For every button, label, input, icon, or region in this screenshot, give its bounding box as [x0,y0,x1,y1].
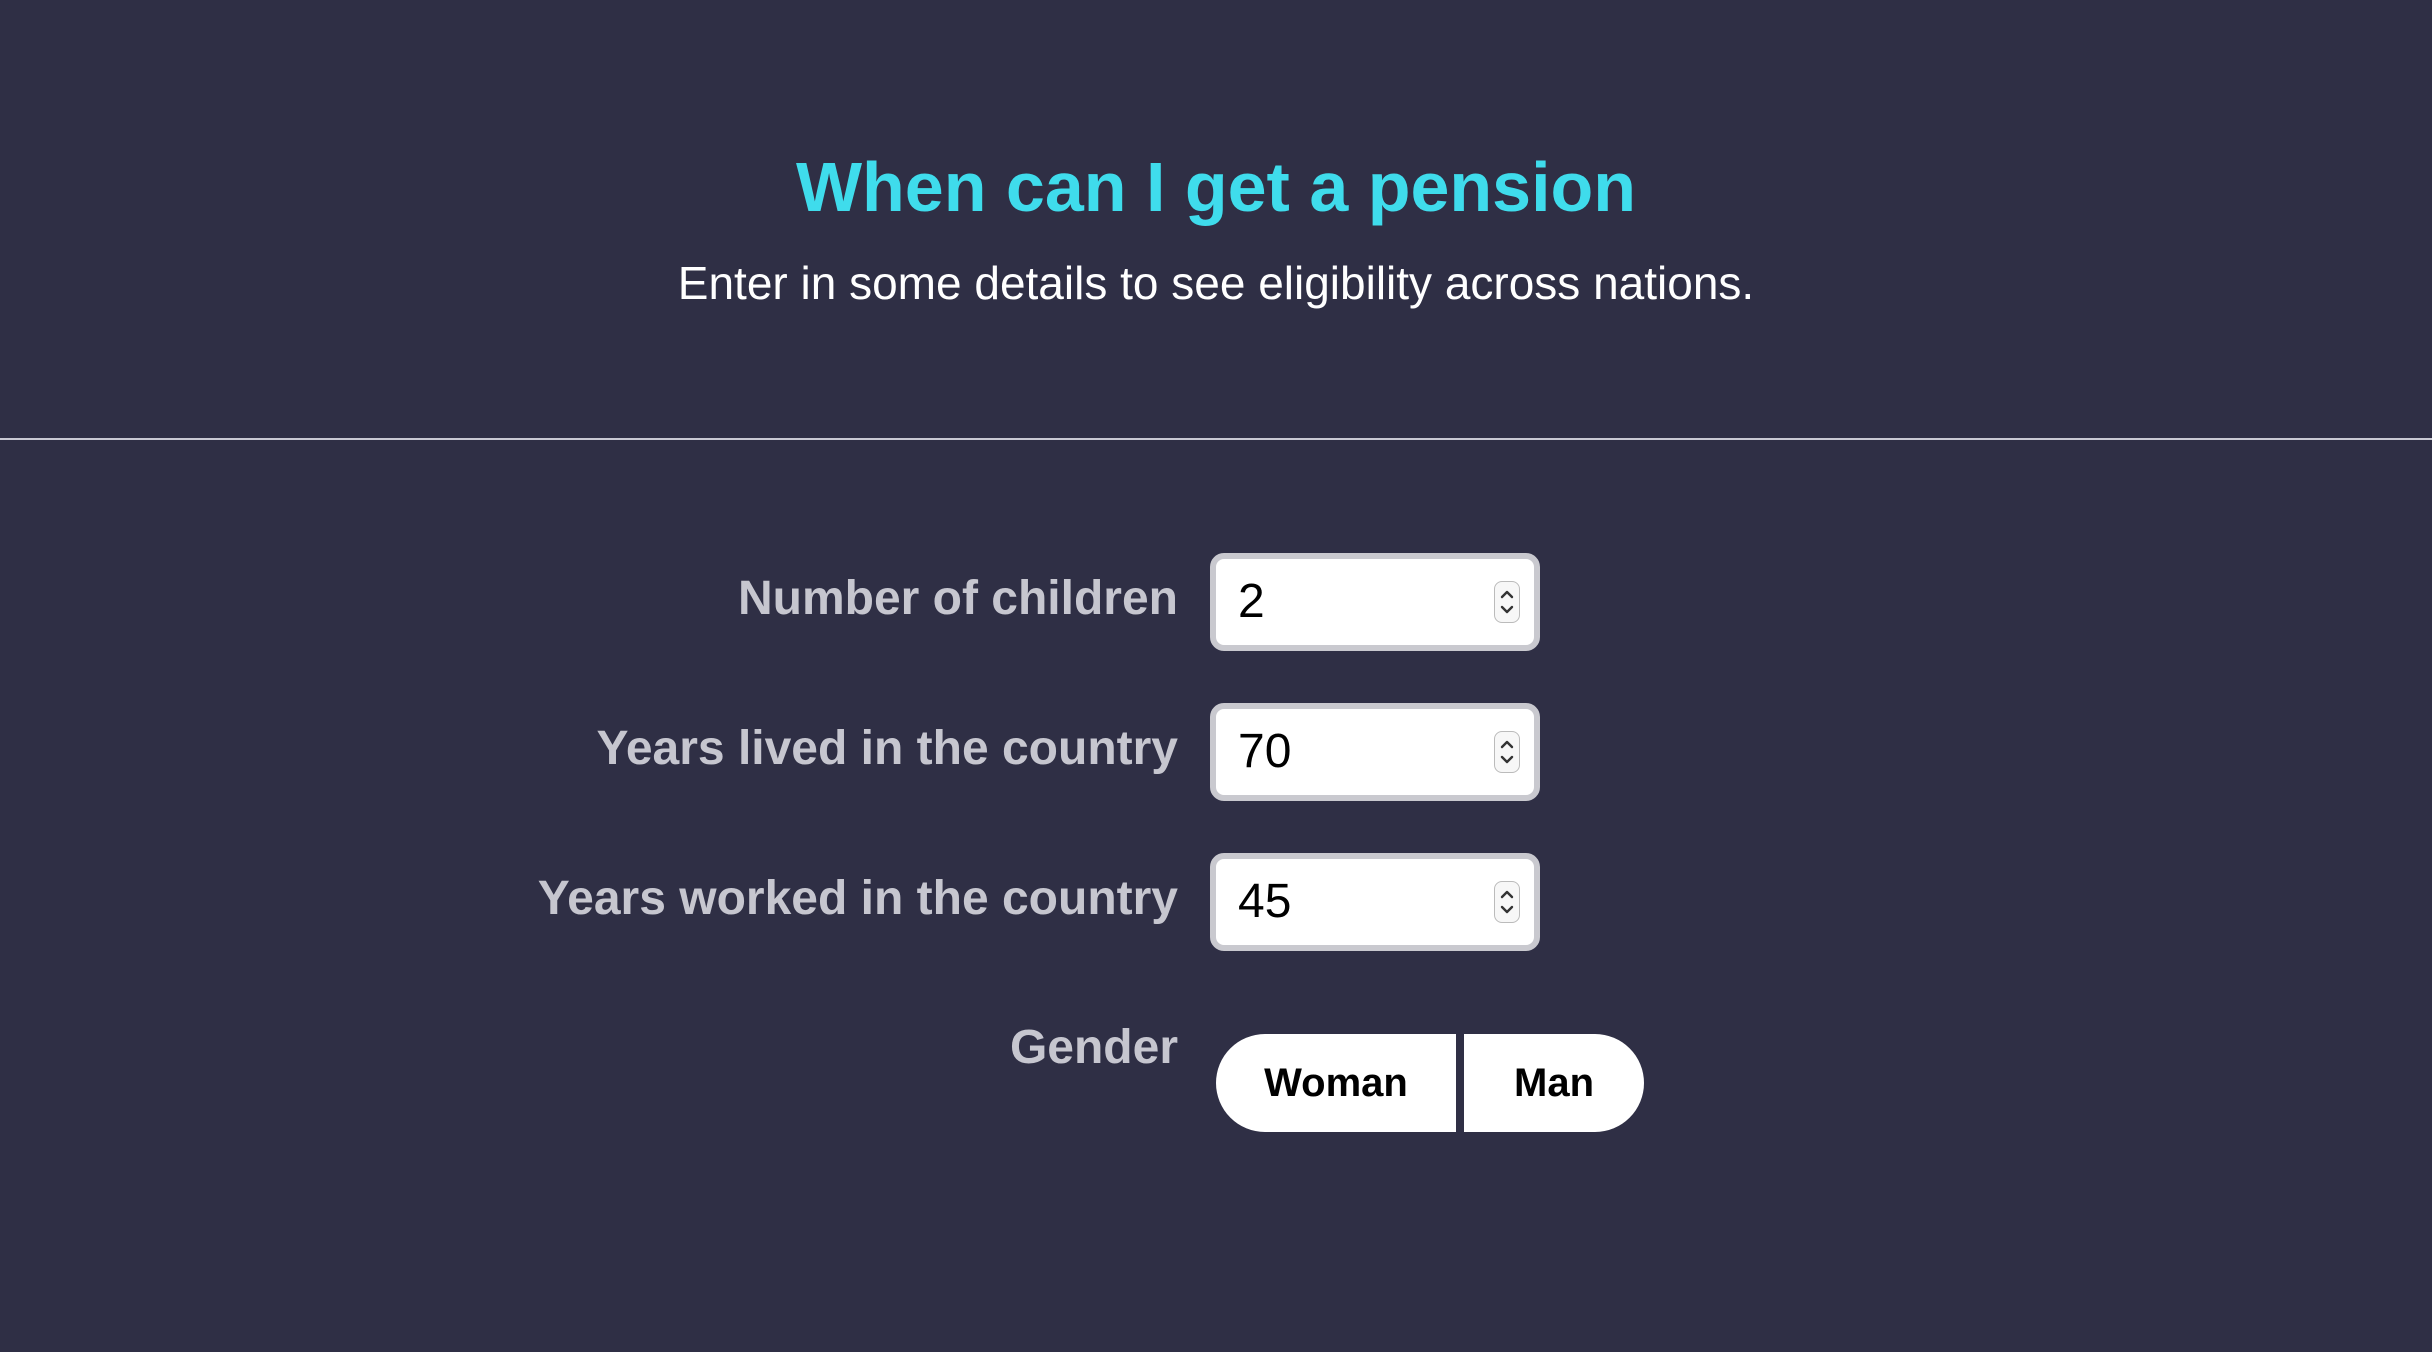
years-worked-label: Years worked in the country [537,872,1178,925]
years-lived-spinner-icon[interactable] [1494,731,1520,773]
years-lived-label: Years lived in the country [596,722,1178,775]
page-subtitle: Enter in some details to see eligibility… [677,257,1755,309]
years-lived-value: 70 [1238,725,1292,778]
years-lived-input[interactable]: 70 [1210,703,1540,801]
years-worked-input[interactable]: 45 [1210,853,1540,951]
header-divider [0,438,2432,440]
years-worked-value: 45 [1238,875,1292,928]
page-title: When can I get a pension [795,148,1637,226]
children-input[interactable]: 2 [1210,553,1540,651]
gender-woman-button[interactable]: Woman [1216,1034,1456,1132]
children-label: Number of children [737,572,1178,625]
page-header: When can I get a pension Enter in some d… [0,0,2432,438]
years-worked-spinner-icon[interactable] [1494,881,1520,923]
gender-label: Gender [1009,1021,1178,1074]
children-value: 2 [1238,575,1265,628]
gender-man-button[interactable]: Man [1464,1034,1644,1132]
children-spinner-icon[interactable] [1494,581,1520,623]
